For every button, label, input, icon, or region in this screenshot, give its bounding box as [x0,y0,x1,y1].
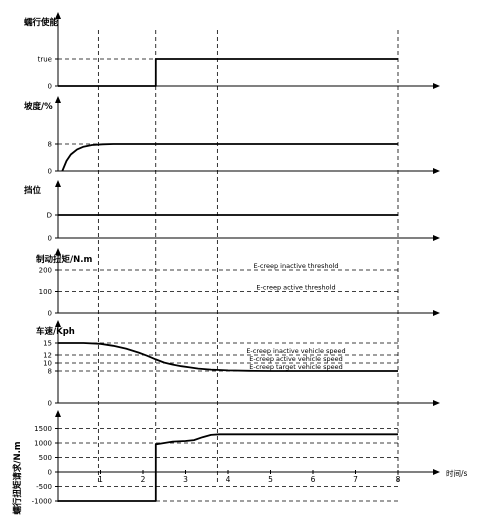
x-tick-label: 2 [141,475,146,484]
series-line [58,433,398,502]
y-tick-label: 0 [48,400,52,408]
x-tick-label: 6 [311,475,316,484]
series-layer [58,58,398,502]
reference-label: E-creep active threshold [256,284,335,292]
y-tick-label: 0 [48,168,52,176]
x-tick-label: 4 [226,475,231,484]
x-axis-arrow [433,83,440,89]
y-axis-arrow [55,320,61,327]
x-axis-arrow [433,310,440,316]
x-axis-arrow [433,168,440,174]
panel-title: 挡位 [24,185,42,196]
reference-label: E-creep target vehicle speed [249,363,342,371]
y-tick-label: 0 [48,469,52,477]
y-tick-label: 0 [48,310,52,318]
x-tick-label: 5 [268,475,273,484]
panel-title: 制动扭矩/N.m [36,254,92,265]
y-tick-label: 8 [48,368,52,376]
panel-title: 蠕行使能 [24,17,59,28]
y-tick-label: 200 [39,267,52,275]
y-tick-label: 0 [48,235,52,243]
y-tick-label: 0 [48,83,52,91]
y-tick-label: -1000 [32,498,52,506]
y-tick-label: 100 [39,288,52,296]
panel-title: 蠕行扭矩请求/N.m [12,441,23,514]
y-axis-arrow [55,12,61,19]
y-tick-label: 8 [48,141,52,149]
y-tick-label: D [47,212,52,220]
y-axis-arrow [55,410,61,417]
x-tick-label: 8 [396,475,401,484]
y-tick-label: 1000 [34,440,52,448]
x-axis-arrow [433,235,440,241]
y-tick-label: 500 [39,454,52,462]
panel-title: 坡度/% [24,101,53,112]
x-axis-arrow [433,469,440,475]
y-tick-label: 10 [43,360,52,368]
x-tick-label: 3 [183,475,188,484]
labels-layer: 蠕行使能true0坡度/%80挡位D0制动扭矩/N.m2001000E-cree… [12,17,468,515]
x-axis-label: 时间/s [446,468,468,478]
y-tick-label: 15 [43,340,52,348]
y-axis-arrow [55,248,61,255]
y-tick-label: true [38,56,52,64]
reference-label: E-creep inactive vehicle speed [246,347,345,355]
panel-title: 车速/Kph [36,326,75,337]
y-tick-label: 12 [43,352,52,360]
y-axis-arrow [55,96,61,103]
grid-layer [58,30,399,502]
y-tick-label: -500 [36,483,52,491]
reference-label: E-creep inactive threshold [253,262,338,270]
x-tick-label: 1 [98,475,103,484]
x-axis-arrow [433,400,440,406]
y-tick-label: 1500 [34,425,52,433]
y-axis-arrow [55,180,61,187]
reference-label: E-creep active vehicle speed [249,355,342,363]
series-line [58,342,398,372]
series-line [58,58,398,87]
x-tick-label: 7 [353,475,358,484]
series-line [61,143,398,172]
